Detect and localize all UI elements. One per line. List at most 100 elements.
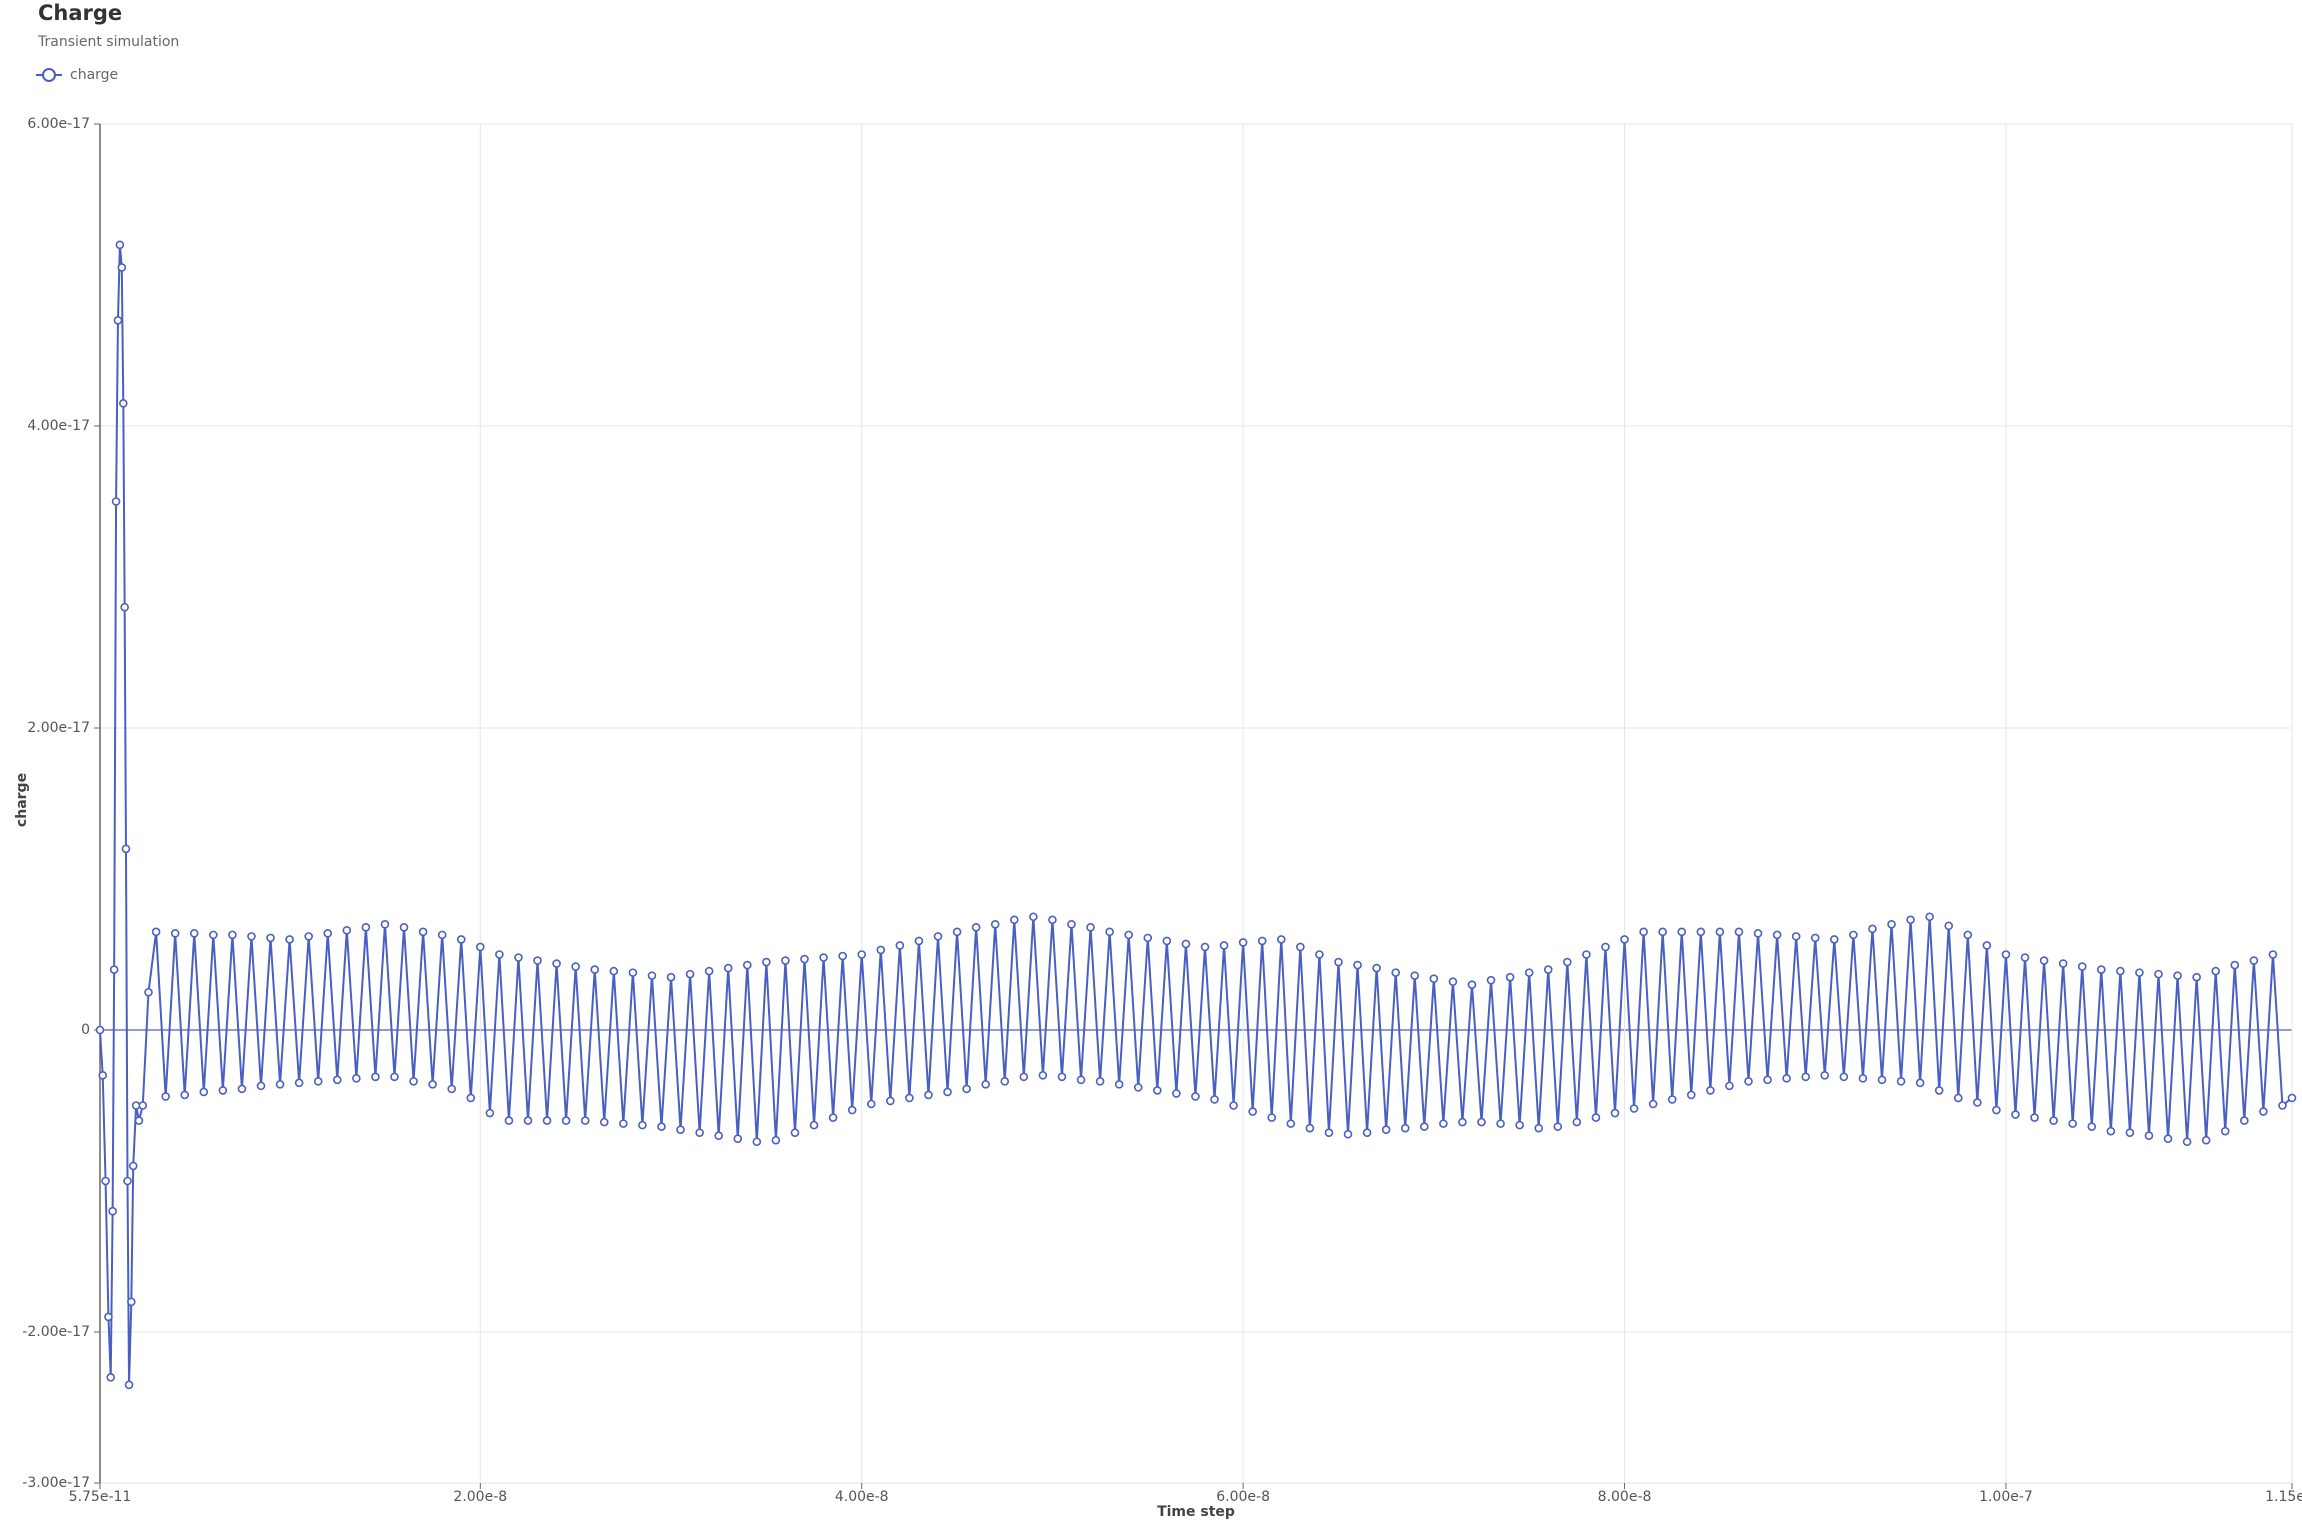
data-point — [275, 1080, 285, 1089]
data-point — [1009, 915, 1019, 925]
data-point — [2030, 1113, 2039, 1122]
y-tick-label: 4.00e-17 — [27, 418, 90, 434]
data-point — [266, 933, 275, 943]
data-point — [332, 1075, 342, 1085]
data-point — [857, 950, 867, 959]
data-point — [771, 1135, 781, 1145]
data-point — [1753, 929, 1763, 938]
data-point — [209, 930, 218, 940]
data-point — [1725, 1081, 1734, 1091]
data-point — [1124, 930, 1134, 940]
data-point — [115, 240, 125, 250]
data-point — [342, 926, 352, 935]
data-point — [447, 1084, 457, 1094]
data-point — [1210, 1095, 1219, 1104]
data-point — [1887, 919, 1896, 929]
data-point — [1477, 1117, 1486, 1127]
data-point — [1172, 1089, 1181, 1098]
data-point — [1925, 912, 1934, 922]
data-point — [95, 1025, 105, 1035]
data-point — [121, 844, 131, 854]
data-point — [762, 957, 771, 967]
data-point — [1439, 1119, 1448, 1128]
y-tick-label: -2.00e-17 — [22, 1324, 90, 1340]
y-tick-label: 6.00e-17 — [27, 116, 90, 132]
data-point — [2268, 950, 2278, 959]
data-point — [109, 965, 119, 974]
data-point — [1772, 930, 1782, 940]
data-point — [2154, 969, 2163, 979]
data-point — [866, 1099, 876, 1109]
series-line — [99, 244, 2293, 1385]
data-point — [2058, 959, 2068, 968]
data-point — [1763, 1075, 1772, 1085]
data-point — [1830, 935, 1839, 944]
data-point — [1105, 927, 1114, 937]
data-point — [418, 927, 428, 937]
data-point — [466, 1093, 476, 1103]
data-point — [101, 1176, 110, 1186]
data-point — [1458, 1117, 1467, 1127]
data-point — [2087, 1122, 2097, 1131]
data-point — [905, 1093, 914, 1103]
data-point — [514, 953, 523, 962]
data-point — [1686, 1090, 1696, 1100]
data-point — [1982, 941, 1992, 950]
data-point — [1839, 1072, 1849, 1082]
data-point — [619, 1119, 628, 1128]
data-point — [1191, 1092, 1200, 1101]
data-point — [1534, 1123, 1544, 1133]
data-point — [1896, 1077, 1906, 1086]
data-point — [1791, 932, 1801, 941]
data-point — [990, 919, 1000, 929]
data-point — [495, 950, 504, 959]
data-point — [124, 1380, 134, 1390]
data-point — [886, 1096, 895, 1106]
data-point — [1467, 980, 1477, 990]
data-point — [113, 315, 123, 325]
data-point — [1934, 1086, 1944, 1095]
x-tick-label: 8.00e-8 — [1598, 1489, 1652, 1505]
data-point — [2240, 1116, 2249, 1125]
data-point — [1782, 1074, 1791, 1083]
x-tick-label: 1.00e-7 — [1979, 1489, 2033, 1505]
data-point — [685, 969, 695, 979]
data-point — [323, 929, 333, 938]
data-point — [428, 1080, 437, 1089]
data-point — [752, 1137, 762, 1147]
data-point — [1400, 1123, 1410, 1133]
data-point — [1572, 1117, 1582, 1127]
data-point — [189, 929, 199, 938]
data-point — [599, 1117, 609, 1127]
data-point — [1801, 1072, 1811, 1082]
data-point — [2125, 1128, 2135, 1137]
data-point — [144, 987, 153, 997]
data-point — [2039, 956, 2049, 965]
data-point — [304, 932, 313, 941]
x-tick-label: 1.15e-7 — [2265, 1489, 2302, 1505]
data-point — [828, 1113, 838, 1122]
data-point — [1324, 1128, 1334, 1137]
data-point — [180, 1090, 190, 1100]
data-point — [1963, 930, 1973, 940]
data-point — [199, 1087, 209, 1097]
data-point — [1620, 935, 1629, 944]
data-point — [294, 1078, 304, 1088]
data-point — [533, 956, 542, 965]
x-axis-title: Time step — [1157, 1504, 1235, 1520]
data-point — [1362, 1128, 1372, 1137]
data-point — [1667, 1095, 1677, 1104]
data-point — [1219, 941, 1229, 950]
data-point — [924, 1090, 933, 1100]
data-point — [1067, 919, 1076, 929]
data-point — [2259, 1107, 2268, 1116]
data-point — [714, 1131, 723, 1140]
data-point — [1810, 933, 1820, 943]
data-point — [742, 960, 752, 970]
data-point — [1276, 935, 1286, 944]
data-point — [933, 932, 943, 941]
data-point — [819, 953, 828, 962]
data-point — [1591, 1113, 1601, 1122]
data-point — [704, 966, 714, 976]
data-point — [971, 923, 981, 932]
